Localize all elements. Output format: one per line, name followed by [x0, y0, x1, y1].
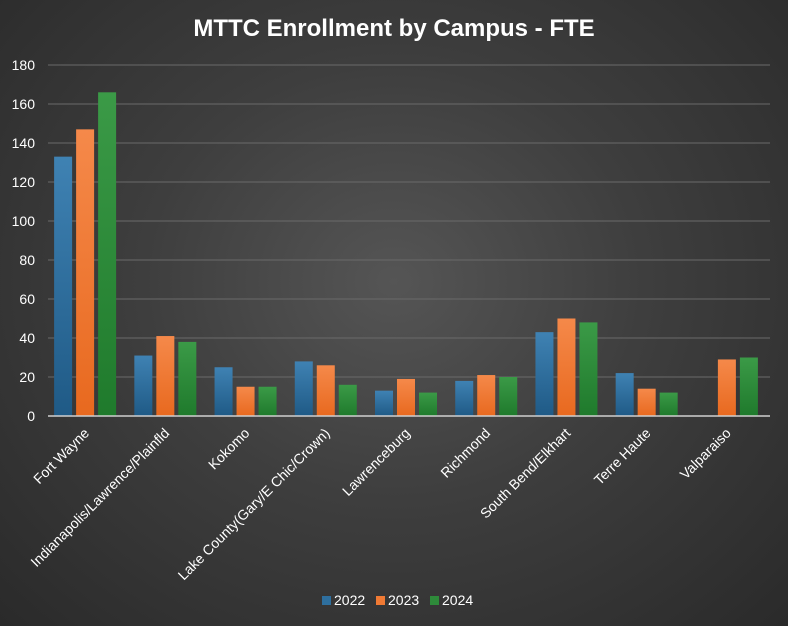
y-tick-label: 0: [27, 408, 35, 424]
x-category-label: Indianapolis/Lawrence/Plainfld: [27, 425, 172, 570]
legend-label: 2023: [388, 592, 419, 608]
bar-2023-5: [477, 375, 496, 416]
gridlines: [48, 64, 770, 378]
bars: [54, 92, 758, 417]
x-axis-categories: Fort WayneIndianapolis/Lawrence/Plainfld…: [27, 425, 734, 583]
bar-2023-7: [637, 388, 656, 416]
y-tick-label: 20: [19, 369, 35, 385]
y-tick-label: 40: [19, 330, 35, 346]
legend-swatch-2023: [376, 596, 385, 605]
bar-2024-7: [659, 392, 678, 416]
bar-2023-0: [76, 129, 95, 416]
bar-2023-3: [316, 365, 335, 416]
bar-2023-2: [236, 386, 255, 416]
bar-2024-4: [419, 392, 437, 416]
y-tick-label: 100: [12, 213, 36, 229]
y-tick-label: 120: [12, 174, 36, 190]
x-category-label: Lawrenceburg: [339, 425, 413, 499]
y-tick-label: 140: [12, 135, 36, 151]
x-category-label: South Bend/Elkhart: [477, 425, 574, 522]
y-tick-label: 180: [12, 57, 36, 73]
bar-2024-5: [499, 377, 518, 416]
x-category-label: Richmond: [437, 425, 493, 481]
legend-label: 2024: [442, 592, 473, 608]
bar-2023-4: [397, 378, 415, 416]
y-tick-label: 160: [12, 96, 36, 112]
bar-2024-8: [739, 357, 758, 416]
y-tick-label: 80: [19, 252, 35, 268]
legend-swatch-2024: [430, 596, 439, 605]
legend-label: 2022: [334, 592, 365, 608]
bar-2023-8: [717, 359, 736, 416]
bar-2022-4: [375, 390, 393, 416]
bar-2024-2: [258, 386, 277, 416]
x-category-label: Terre Haute: [591, 425, 654, 488]
y-axis-ticks: 0 20 40 60 80 100 120 140 160 180: [12, 57, 36, 424]
x-category-label: Fort Wayne: [30, 425, 92, 487]
bar-2022-3: [294, 361, 313, 416]
bar-2023-1: [156, 336, 175, 416]
bar-2024-6: [579, 322, 598, 416]
legend: 2022 2023 2024: [322, 592, 473, 608]
bar-2022-7: [615, 373, 634, 416]
bar-2024-1: [178, 341, 197, 416]
bar-2022-5: [455, 380, 474, 416]
bar-2022-1: [134, 355, 153, 416]
x-category-label: Lake County(Gary/E Chic/Crown): [175, 425, 333, 583]
bar-2023-6: [557, 318, 576, 416]
y-tick-label: 60: [19, 291, 35, 307]
legend-swatch-2022: [322, 596, 331, 605]
x-category-label: Kokomo: [205, 425, 253, 473]
bar-2024-3: [338, 384, 357, 416]
bar-2022-6: [535, 332, 554, 416]
bar-2024-0: [98, 92, 117, 417]
x-category-label: Valparaiso: [677, 425, 735, 483]
bar-2022-0: [54, 156, 73, 416]
bar-2022-2: [214, 367, 233, 416]
chart-title: MTTC Enrollment by Campus - FTE: [193, 15, 594, 42]
